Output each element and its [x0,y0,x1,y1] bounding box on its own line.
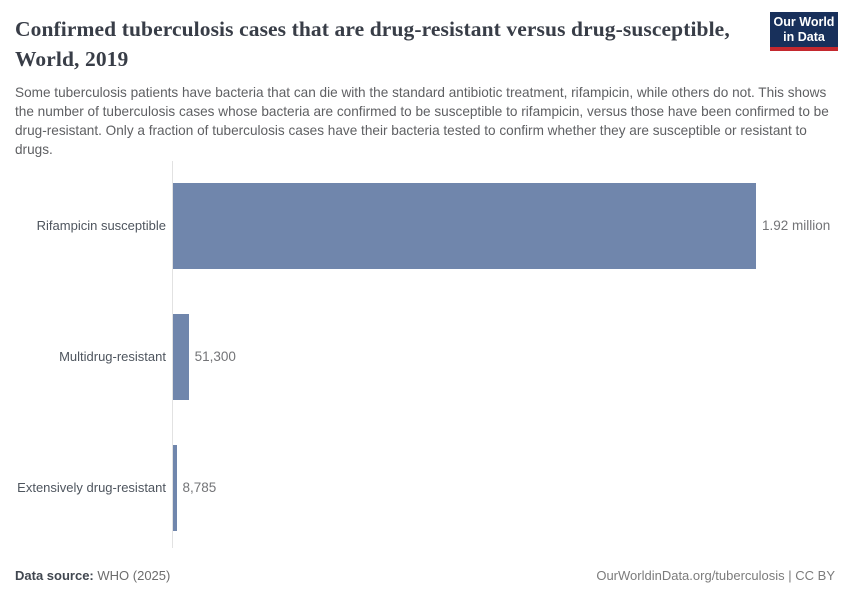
value-label: 8,785 [182,480,217,495]
data-source: Data source: WHO (2025) [15,566,170,586]
value-label: 1.92 million [762,218,831,233]
y-axis-line [172,161,173,548]
bar[interactable] [173,183,756,269]
value-label: 51,300 [194,349,236,364]
page-title: Confirmed tuberculosis cases that are dr… [15,17,730,71]
owid-logo[interactable]: Our World in Data [770,12,838,51]
bar[interactable] [173,314,189,400]
chart-footer: Data source: WHO (2025) OurWorldinData.o… [15,566,835,586]
category-label: Rifampicin susceptible [36,218,166,233]
citation-link[interactable]: OurWorldinData.org/tuberculosis | CC BY [596,568,835,583]
page-subtitle: Some tuberculosis patients have bacteria… [15,85,829,157]
bar[interactable] [173,445,177,531]
owid-logo-line1: Our World [773,14,835,29]
owid-logo-line2: in Data [783,29,825,44]
data-source-value: WHO (2025) [97,568,171,583]
chart-header: Confirmed tuberculosis cases that are dr… [15,12,838,159]
category-label: Multidrug-resistant [59,349,166,364]
data-source-label: Data source: [15,568,94,583]
category-label: Extensively drug-resistant [17,480,166,495]
